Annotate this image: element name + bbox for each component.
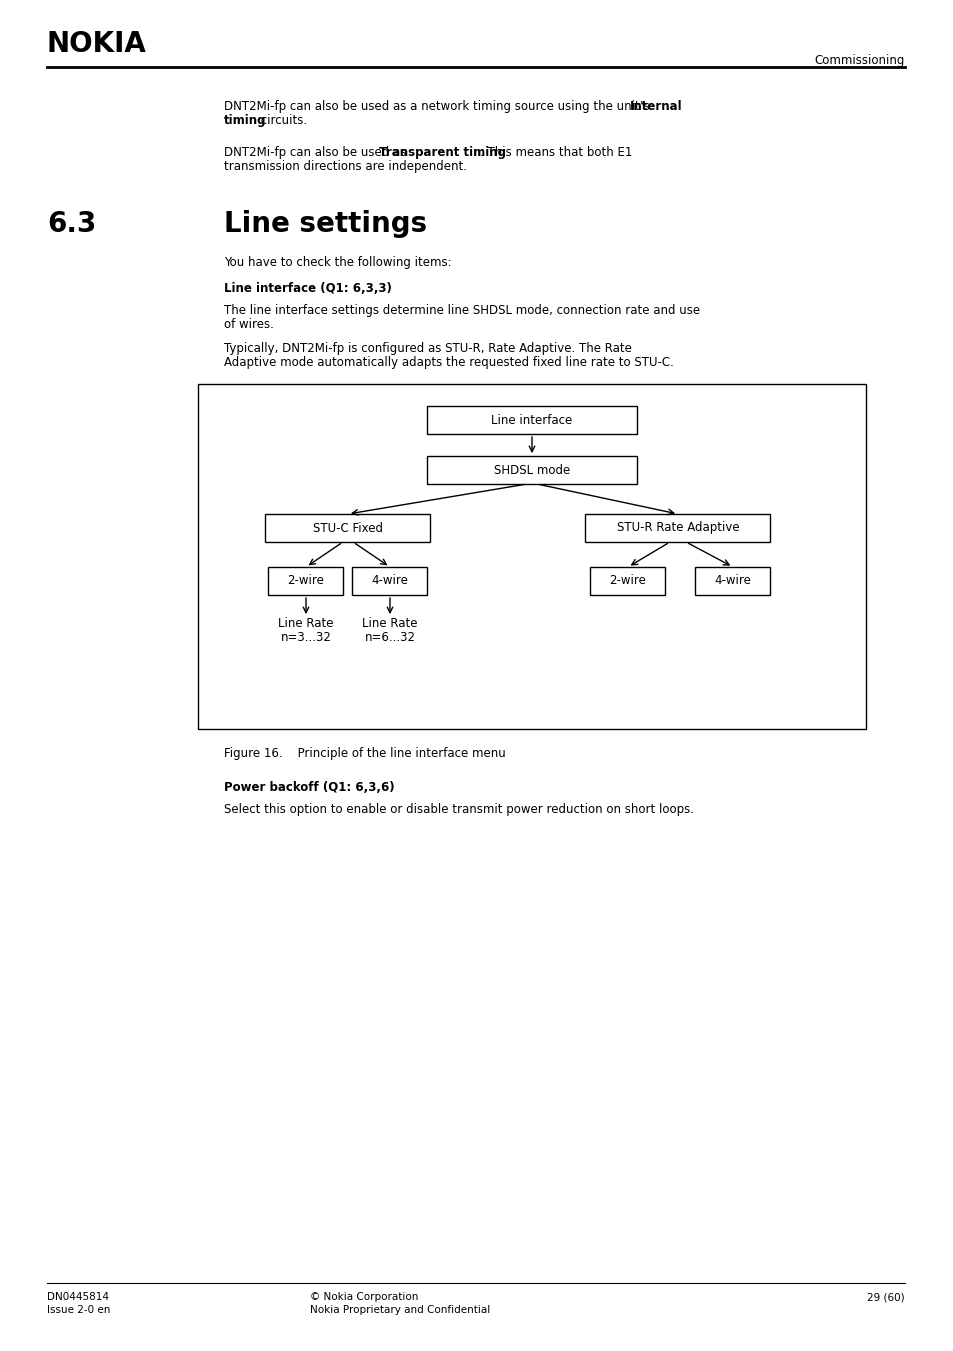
Text: n=6...32: n=6...32: [364, 631, 416, 644]
Text: Line interface (Q1: 6,3,3): Line interface (Q1: 6,3,3): [224, 282, 392, 295]
Text: Commissioning: Commissioning: [814, 54, 904, 68]
Text: The line interface settings determine line SHDSL mode, connection rate and use: The line interface settings determine li…: [224, 304, 700, 317]
Bar: [590, 567, 665, 594]
Text: 4-wire: 4-wire: [714, 574, 751, 588]
Text: 2-wire: 2-wire: [609, 574, 646, 588]
Text: 6.3: 6.3: [47, 209, 96, 238]
Text: transmission directions are independent.: transmission directions are independent.: [224, 159, 467, 173]
Bar: [427, 407, 637, 434]
Text: Internal: Internal: [629, 100, 682, 113]
Text: DN0445814: DN0445814: [47, 1292, 109, 1302]
Text: DNT2Mi-fp can also be used as a network timing source using the unit’s: DNT2Mi-fp can also be used as a network …: [224, 100, 653, 113]
Text: STU-C Fixed: STU-C Fixed: [313, 521, 382, 535]
Text: Transparent timing: Transparent timing: [378, 146, 505, 159]
Text: 4-wire: 4-wire: [371, 574, 408, 588]
Text: Select this option to enable or disable transmit power reduction on short loops.: Select this option to enable or disable …: [224, 802, 693, 816]
Text: Adaptive mode automatically adapts the requested fixed line rate to STU-C.: Adaptive mode automatically adapts the r…: [224, 357, 673, 369]
Text: Typically, DNT2Mi-fp is configured as STU-R, Rate Adaptive. The Rate: Typically, DNT2Mi-fp is configured as ST…: [224, 342, 631, 355]
Text: 29 (60): 29 (60): [866, 1292, 904, 1302]
Bar: [198, 384, 865, 730]
Text: DNT2Mi-fp can also be used as: DNT2Mi-fp can also be used as: [224, 146, 410, 159]
Text: NOKIA: NOKIA: [47, 30, 147, 58]
Text: Issue 2-0 en: Issue 2-0 en: [47, 1305, 111, 1315]
Bar: [695, 567, 770, 594]
Text: Power backoff (Q1: 6,3,6): Power backoff (Q1: 6,3,6): [224, 781, 395, 794]
Text: Line Rate: Line Rate: [362, 617, 417, 630]
Bar: [265, 513, 430, 542]
Text: Figure 16.    Principle of the line interface menu: Figure 16. Principle of the line interfa…: [224, 747, 505, 761]
Text: timing: timing: [224, 113, 266, 127]
Text: n=3...32: n=3...32: [280, 631, 331, 644]
Bar: [268, 567, 343, 594]
Text: 2-wire: 2-wire: [287, 574, 324, 588]
Text: Line Rate: Line Rate: [278, 617, 334, 630]
Bar: [585, 513, 770, 542]
Bar: [427, 457, 637, 484]
Text: Nokia Proprietary and Confidential: Nokia Proprietary and Confidential: [310, 1305, 490, 1315]
Text: circuits.: circuits.: [256, 113, 307, 127]
Text: STU-R Rate Adaptive: STU-R Rate Adaptive: [616, 521, 739, 535]
Text: . This means that both E1: . This means that both E1: [479, 146, 632, 159]
Text: You have to check the following items:: You have to check the following items:: [224, 255, 451, 269]
Text: Line settings: Line settings: [224, 209, 427, 238]
Text: Line interface: Line interface: [491, 413, 572, 427]
Text: of wires.: of wires.: [224, 317, 274, 331]
Bar: [352, 567, 427, 594]
Text: SHDSL mode: SHDSL mode: [494, 463, 570, 477]
Text: © Nokia Corporation: © Nokia Corporation: [310, 1292, 418, 1302]
